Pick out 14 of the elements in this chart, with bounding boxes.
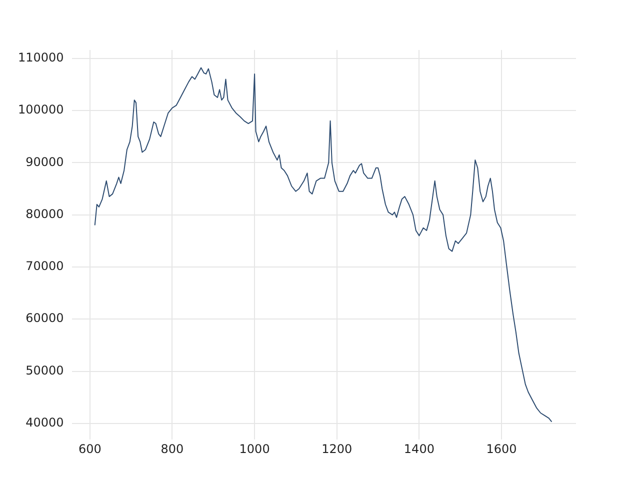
x-tick-label: 800 (160, 442, 184, 456)
y-tick-label: 110000 (18, 50, 64, 64)
x-tick-label: 600 (78, 442, 102, 456)
y-tick-label: 70000 (26, 259, 64, 274)
x-tick-label: 1400 (404, 442, 434, 456)
x-tick-label: 1000 (239, 442, 270, 456)
x-tick-label: 1600 (486, 442, 517, 456)
y-tick-label: 40000 (26, 416, 64, 430)
y-tick-label: 80000 (26, 206, 64, 221)
x-tick-label: 1200 (322, 442, 352, 456)
y-tick-label: 50000 (26, 363, 64, 378)
y-tick-label: 90000 (26, 154, 64, 169)
y-tick-label: 60000 (26, 311, 64, 326)
y-tick-label: 100000 (18, 102, 64, 117)
